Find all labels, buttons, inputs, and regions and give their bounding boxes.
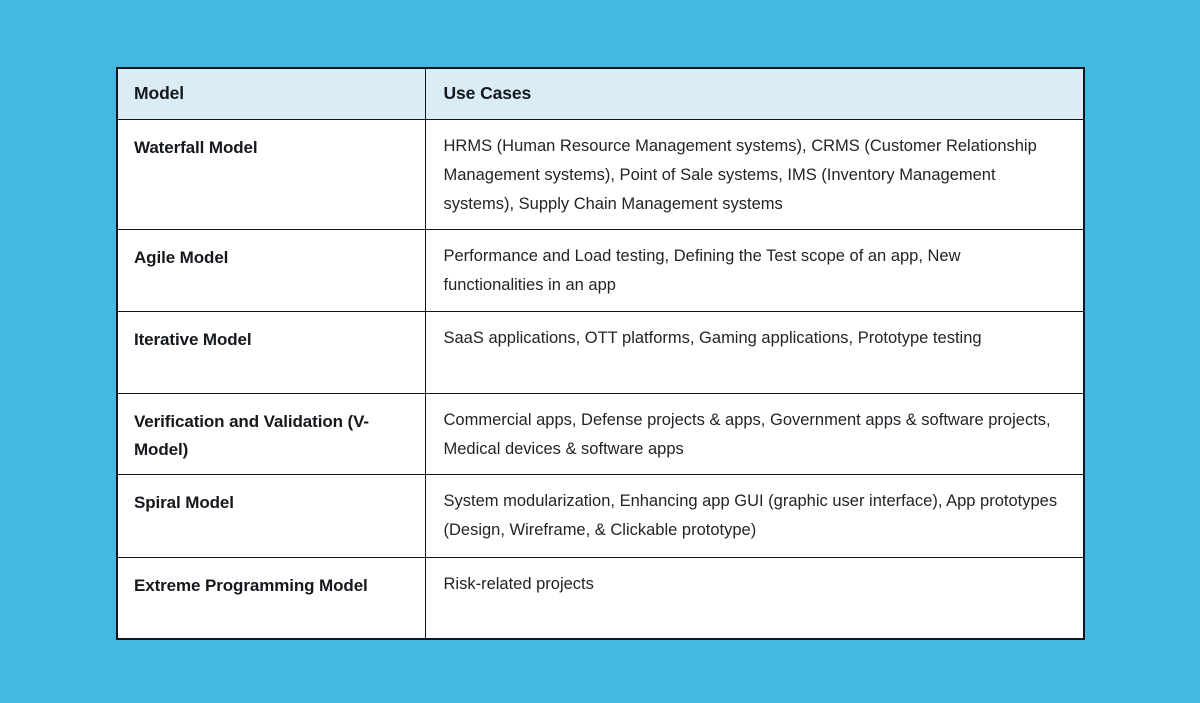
table-header: Model Use Cases bbox=[116, 67, 1085, 120]
use-cases-cell: HRMS (Human Resource Management systems)… bbox=[424, 118, 1085, 230]
model-cell: Agile Model bbox=[116, 228, 426, 312]
use-cases-cell: Risk-related projects bbox=[424, 556, 1085, 640]
use-cases-cell: System modularization, Enhancing app GUI… bbox=[424, 473, 1085, 558]
column-header-use-cases: Use Cases bbox=[424, 67, 1085, 120]
table-row: Iterative Model SaaS applications, OTT p… bbox=[116, 310, 1085, 394]
model-cell: Iterative Model bbox=[116, 310, 426, 394]
use-cases-cell: SaaS applications, OTT platforms, Gaming… bbox=[424, 310, 1085, 394]
model-cell: Waterfall Model bbox=[116, 118, 426, 230]
use-cases-cell: Performance and Load testing, Defining t… bbox=[424, 228, 1085, 312]
column-header-model: Model bbox=[116, 67, 426, 120]
table-row: Agile Model Performance and Load testing… bbox=[116, 228, 1085, 312]
model-cell: Extreme Programming Model bbox=[116, 556, 426, 640]
use-cases-cell: Commercial apps, Defense projects & apps… bbox=[424, 392, 1085, 475]
table-row: Spiral Model System modularization, Enha… bbox=[116, 473, 1085, 558]
table-row: Verification and Validation (V-Model) Co… bbox=[116, 392, 1085, 475]
sdlc-models-table: Model Use Cases Waterfall Model HRMS (Hu… bbox=[116, 67, 1085, 640]
model-cell: Spiral Model bbox=[116, 473, 426, 558]
header-row: Model Use Cases bbox=[116, 67, 1085, 120]
table-row: Waterfall Model HRMS (Human Resource Man… bbox=[116, 118, 1085, 230]
table-row: Extreme Programming Model Risk-related p… bbox=[116, 556, 1085, 640]
table-body: Waterfall Model HRMS (Human Resource Man… bbox=[116, 118, 1085, 640]
model-cell: Verification and Validation (V-Model) bbox=[116, 392, 426, 475]
